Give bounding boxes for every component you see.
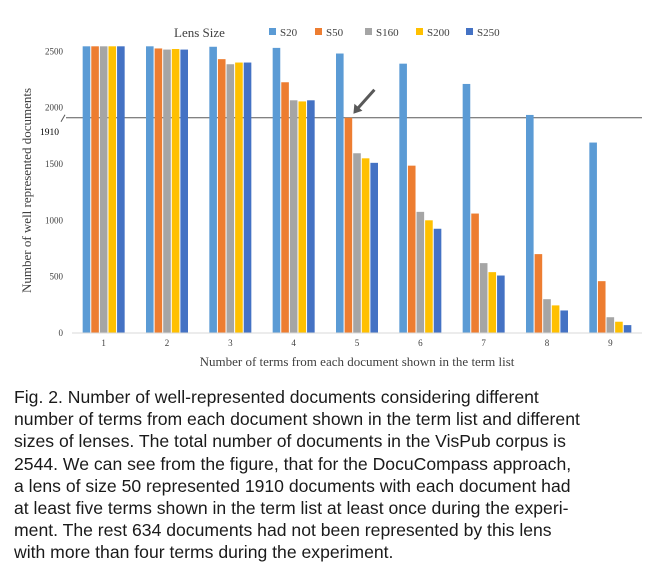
y-tick-label: 1000 [45, 215, 64, 225]
bar-s160-8 [543, 299, 551, 333]
y-axis-title: Number of well represented documents [19, 88, 34, 293]
bar-s160-5 [353, 153, 361, 333]
reference-tick-mark [60, 114, 66, 123]
legend-title: Lens Size [174, 25, 225, 40]
bar-s160-3 [226, 64, 235, 333]
x-tick-label: 8 [545, 338, 550, 348]
bar-s200-5 [361, 158, 370, 333]
bar-s160-2 [163, 49, 171, 333]
bar-s250-8 [560, 310, 568, 333]
x-tick-label: 5 [355, 338, 360, 348]
bar-s200-2 [171, 49, 180, 334]
legend-swatch-s200 [416, 28, 423, 35]
bar-s160-6 [416, 211, 425, 333]
bar-s200-4 [298, 101, 307, 334]
caption-line: with more than four terms during the exp… [14, 542, 394, 563]
caption-line: number of terms from each document shown… [14, 409, 580, 430]
bar-s250-1 [117, 46, 125, 334]
legend-label-s20: S20 [280, 27, 298, 39]
bar-s20-8 [526, 114, 534, 333]
bar-s250-2 [180, 49, 188, 333]
x-tick-label: 1 [101, 338, 106, 348]
y-tick-label: 2500 [45, 46, 64, 56]
annotation-arrow-head [353, 103, 363, 114]
legend-swatch-s160 [365, 28, 372, 35]
bar-s50-4 [281, 82, 289, 333]
bar-s20-3 [209, 46, 217, 334]
bar-s160-9 [606, 317, 615, 333]
bar-s160-1 [99, 46, 108, 334]
bar-s50-5 [344, 117, 353, 333]
legend-swatch-s250 [466, 28, 473, 35]
y-tick-label: 2000 [45, 103, 64, 113]
figure-caption: Fig. 2. Number of well-represented docum… [14, 386, 654, 564]
bar-s20-6 [399, 63, 407, 334]
bar-s50-8 [534, 254, 543, 333]
bar-s250-9 [623, 325, 632, 333]
bar-s200-3 [235, 62, 243, 334]
x-axis-title: Number of terms from each document shown… [200, 354, 515, 369]
x-tick-label: 9 [608, 338, 613, 348]
y-tick-label: 0 [59, 328, 64, 338]
bar-s20-2 [146, 46, 154, 334]
caption-line: a lens of size 50 represented 1910 docum… [14, 475, 571, 496]
bar-s20-1 [82, 46, 91, 334]
caption-line: sizes of lenses. The total number of doc… [14, 431, 566, 452]
bar-s20-7 [462, 83, 471, 333]
bar-s200-7 [488, 272, 497, 333]
legend-swatch-s50 [315, 28, 322, 35]
bar-s250-4 [307, 100, 315, 334]
bar-s20-9 [589, 142, 597, 333]
bar-s20-5 [336, 53, 344, 334]
bar-s200-8 [551, 305, 560, 333]
bar-s250-7 [497, 275, 505, 333]
bar-s50-9 [597, 281, 606, 333]
bar-s160-4 [289, 100, 298, 334]
bar-s250-3 [243, 62, 252, 334]
x-tick-label: 2 [165, 338, 170, 348]
bar-s200-6 [425, 220, 433, 333]
bar-s160-7 [479, 263, 488, 333]
bar-s200-1 [108, 46, 117, 334]
legend-label-s200: S200 [427, 27, 450, 39]
bar-s50-7 [471, 213, 479, 333]
bar-s250-6 [433, 228, 442, 333]
bar-chart: 0 500 1000 1500 2000 2500 1910 1 2 3 4 5 6 7 8 9 Lens Si… [19, 25, 642, 369]
legend-label-s50: S50 [326, 27, 344, 39]
legend-swatch-s20 [269, 28, 276, 35]
bar-s50-1 [91, 46, 99, 334]
legend-label-s160: S160 [376, 27, 399, 39]
bar-s50-6 [407, 165, 416, 333]
caption-line: ment. The rest 634 documents had not bee… [14, 520, 552, 541]
y-tick-label: 1500 [45, 159, 64, 169]
bar-s200-9 [615, 321, 623, 333]
caption-line: Fig. 2. Number of well-represented docum… [14, 387, 539, 407]
bar-s50-2 [154, 48, 163, 333]
caption-line: at least five terms shown in the term li… [14, 498, 569, 519]
x-tick-label: 7 [481, 338, 486, 348]
bar-s250-5 [370, 162, 378, 333]
reference-line-label: 1910 [40, 128, 59, 138]
caption-line: 2544. We can see from the figure, that f… [14, 453, 572, 474]
annotation-arrow-shaft [356, 88, 376, 110]
x-tick-label: 6 [418, 338, 423, 348]
x-tick-label: 4 [291, 338, 296, 348]
x-tick-label: 3 [228, 338, 233, 348]
legend-label-s250: S250 [477, 27, 500, 39]
y-tick-label: 500 [50, 272, 64, 282]
bar-s50-3 [217, 59, 226, 334]
bar-s20-4 [272, 47, 281, 334]
